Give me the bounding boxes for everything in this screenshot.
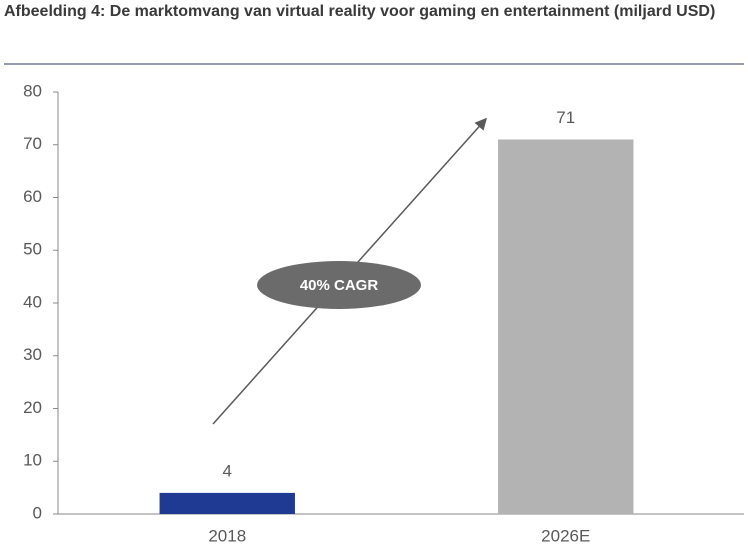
data-label: 71 bbox=[556, 108, 575, 127]
y-tick-label: 60 bbox=[23, 187, 42, 206]
y-tick-label: 0 bbox=[33, 503, 42, 522]
y-tick-label: 30 bbox=[23, 345, 42, 364]
cagr-badge bbox=[257, 261, 421, 309]
y-tick-label: 50 bbox=[23, 240, 42, 259]
y-tick-label: 80 bbox=[23, 81, 42, 100]
x-tick-label: 2018 bbox=[208, 526, 246, 545]
y-tick-label: 20 bbox=[23, 398, 42, 417]
y-tick-label: 40 bbox=[23, 292, 42, 311]
y-tick-label: 10 bbox=[23, 451, 42, 470]
annotation: 40% CAGR bbox=[300, 277, 379, 294]
data-label: 4 bbox=[223, 461, 232, 480]
x-tick-label: 2026E bbox=[541, 526, 590, 545]
bar bbox=[159, 492, 295, 514]
y-tick-label: 70 bbox=[23, 134, 42, 153]
chart-title: Afbeelding 4: De marktomvang van virtual… bbox=[4, 3, 716, 20]
bar bbox=[498, 139, 634, 514]
